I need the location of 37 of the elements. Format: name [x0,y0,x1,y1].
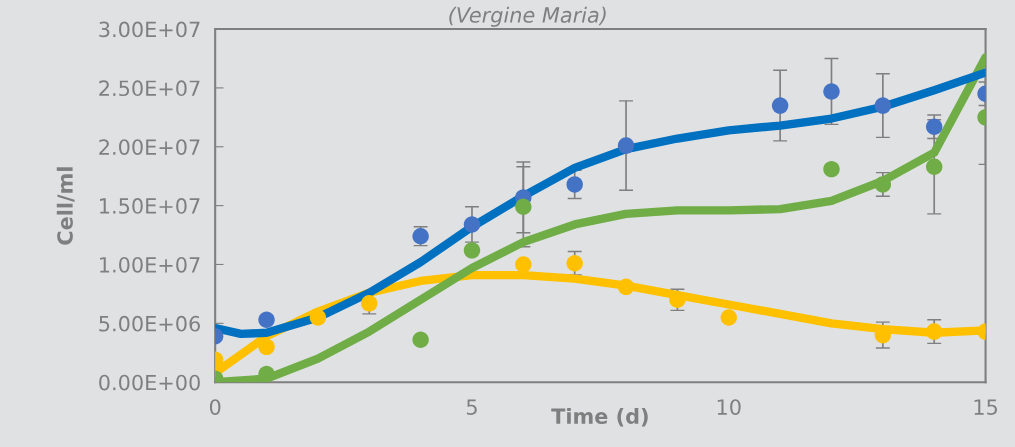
point [925,323,943,340]
point [463,242,481,259]
point [823,83,840,100]
point [258,311,275,329]
point [361,295,378,312]
x-tick-label: 0 [209,399,221,415]
point [258,338,275,356]
chart-title: (Vergine Maria) [449,6,606,27]
point [771,97,789,114]
point [566,255,583,272]
point [874,97,892,114]
point [823,160,840,178]
point [874,176,892,193]
point [463,216,481,233]
y-tick-label: 3.00E+07 [99,21,200,38]
y-tick-label: 1.50E+07 [100,198,200,214]
point [617,137,635,154]
y-tick-label: 1.00E+07 [100,256,200,273]
point [515,256,532,273]
y-tick-label: 2.50E+07 [99,80,200,97]
point [925,118,943,135]
point [669,291,686,308]
point [515,198,532,216]
point [925,158,943,175]
x-tick-label: 10 [717,399,741,415]
point [566,176,583,193]
point [309,309,327,326]
point [720,309,737,326]
y-axis-title: Cell/ml [56,167,75,245]
y-tick-label: 5.00E+06 [99,315,200,332]
x-axis-title: Time (d) [551,407,648,427]
x-tick-label: 5 [466,399,477,415]
point [412,331,429,349]
point [617,278,635,296]
x-tick-label: 15 [974,399,997,415]
y-tick-label: 0.00E+00 [99,374,200,391]
y-tick-label: 2.00E+07 [99,139,200,155]
